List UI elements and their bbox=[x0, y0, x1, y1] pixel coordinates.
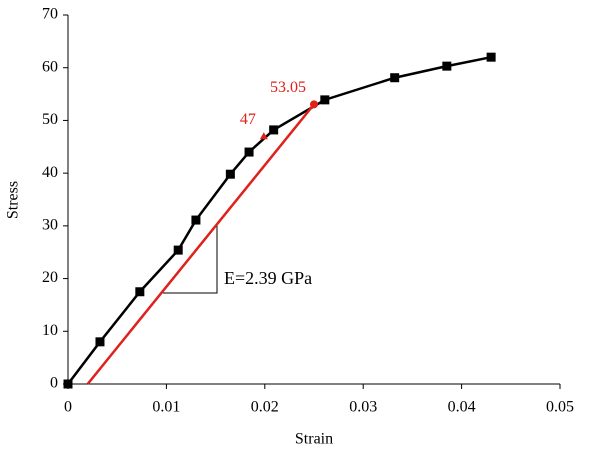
x-tick-label: 0.05 bbox=[546, 399, 574, 416]
x-axis-title: Strain bbox=[295, 431, 333, 448]
x-tick-label: 0.03 bbox=[349, 399, 377, 416]
marker bbox=[191, 215, 201, 225]
y-tick-label: 60 bbox=[42, 58, 58, 75]
y-axis-title: Stress bbox=[5, 181, 22, 219]
marker bbox=[135, 287, 145, 297]
x-tick-label: 0 bbox=[64, 399, 72, 416]
marker bbox=[95, 337, 105, 347]
point bbox=[310, 100, 318, 109]
marker bbox=[320, 95, 330, 105]
series-line bbox=[86, 103, 315, 385]
y-tick-label: 0 bbox=[50, 375, 58, 392]
marker bbox=[269, 125, 279, 135]
marker bbox=[225, 169, 235, 179]
y-tick-label: 40 bbox=[42, 164, 58, 181]
y-tick-label: 20 bbox=[42, 269, 58, 286]
x-tick-label: 0.01 bbox=[152, 399, 180, 416]
series-line bbox=[67, 55, 492, 385]
point-label: 53.05 bbox=[270, 79, 306, 96]
marker bbox=[173, 245, 183, 255]
y-tick-label: 30 bbox=[42, 217, 58, 234]
marker bbox=[63, 379, 73, 389]
marker bbox=[244, 147, 254, 157]
y-tick-label: 70 bbox=[42, 6, 58, 23]
x-tick-label: 0.02 bbox=[251, 399, 279, 416]
point-label: 47 bbox=[240, 111, 256, 128]
point bbox=[259, 132, 268, 140]
x-tick-label: 0.04 bbox=[448, 399, 476, 416]
marker bbox=[486, 52, 496, 62]
marker bbox=[390, 73, 400, 83]
slope-triangle bbox=[163, 225, 218, 294]
y-tick-label: 50 bbox=[42, 111, 58, 128]
y-tick-label: 10 bbox=[42, 322, 58, 339]
annotation: E=2.39 GPa bbox=[224, 268, 312, 288]
marker bbox=[442, 61, 452, 71]
